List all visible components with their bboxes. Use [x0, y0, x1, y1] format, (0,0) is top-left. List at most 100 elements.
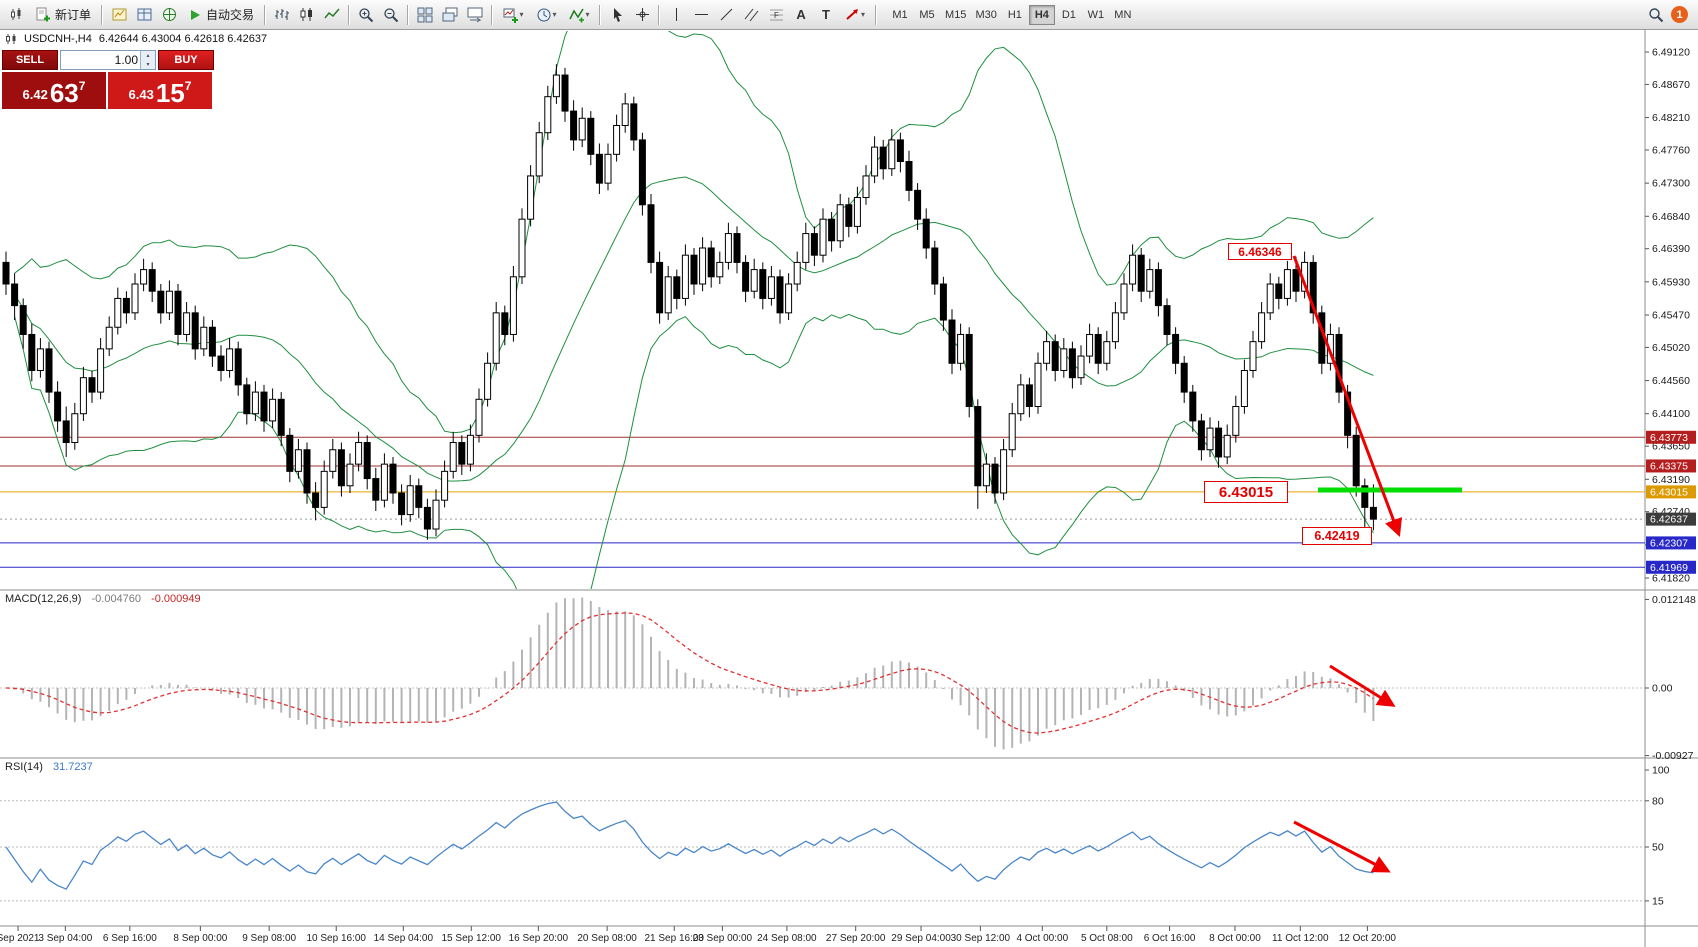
svg-text:6.43190: 6.43190 — [1652, 474, 1690, 486]
timeframe-h4-button[interactable]: H4 — [1028, 4, 1055, 25]
svg-text:6.48670: 6.48670 — [1652, 79, 1690, 91]
bar-chart-icon[interactable] — [270, 3, 294, 26]
svg-text:4 Oct 00:00: 4 Oct 00:00 — [1016, 933, 1068, 944]
indicators-icon[interactable]: ▾ — [563, 3, 595, 26]
bollinger-middle — [14, 176, 1374, 482]
arrows-tool-icon[interactable]: ▾ — [839, 3, 871, 26]
text-label-icon[interactable]: T — [814, 3, 838, 26]
timeframe-h1-button[interactable]: H1 — [1002, 5, 1028, 25]
svg-text:6.44560: 6.44560 — [1652, 375, 1690, 387]
search-icon[interactable] — [1644, 3, 1668, 26]
annotation-swing-high[interactable]: 6.46346 — [1228, 243, 1292, 260]
svg-text:6.44100: 6.44100 — [1652, 408, 1690, 420]
line-chart-icon[interactable] — [320, 3, 344, 26]
buy-price-panel[interactable]: 6.43 15 7 — [108, 72, 212, 109]
volume-increase-button[interactable]: ▴ — [141, 51, 155, 60]
zoom-out-icon[interactable] — [379, 3, 403, 26]
charts-toolbar-icon[interactable] — [4, 3, 28, 26]
chart-symbol-period: USDCNH-,H4 — [24, 33, 92, 45]
navigator-icon[interactable] — [157, 3, 181, 26]
rsi-value: 31.7237 — [52, 761, 93, 773]
svg-text:10 Sep 16:00: 10 Sep 16:00 — [306, 933, 366, 944]
volume-decrease-button[interactable]: ▾ — [141, 60, 155, 69]
buy-price-main: 6.43 — [128, 86, 154, 102]
fibonacci-icon[interactable]: F — [764, 3, 788, 26]
rsi-line — [5, 801, 1374, 890]
svg-text:6.48210: 6.48210 — [1652, 112, 1690, 124]
buy-price-point: 7 — [184, 79, 192, 93]
svg-text:30 Sep 12:00: 30 Sep 12:00 — [951, 933, 1011, 944]
autotrading-icon — [191, 9, 201, 20]
volume-field[interactable]: 1.00 ▴ ▾ — [60, 50, 156, 70]
volume-value[interactable]: 1.00 — [114, 53, 138, 67]
autotrading-button[interactable]: 自动交易 — [182, 3, 260, 26]
svg-text:8 Oct 00:00: 8 Oct 00:00 — [1209, 933, 1261, 944]
svg-text:12 Oct 20:00: 12 Oct 20:00 — [1339, 933, 1397, 944]
price-scale[interactable]: 6.49120 6.48670 6.48210 6.47760 6.47300 6.468… — [1645, 47, 1696, 585]
timeframe-m15-button[interactable]: M15 — [941, 5, 970, 25]
zoom-in-icon[interactable] — [354, 3, 378, 26]
macd-signal-value: -0.000949 — [151, 593, 201, 605]
market-watch-icon[interactable] — [107, 3, 131, 26]
arrange-windows-icon[interactable] — [463, 3, 487, 26]
rsi-scale[interactable]: 100 80 50 15 — [1645, 765, 1670, 908]
svg-text:100: 100 — [1652, 765, 1670, 777]
cursor-icon[interactable] — [605, 3, 629, 26]
svg-text:15 Sep 12:00: 15 Sep 12:00 — [442, 933, 502, 944]
svg-text:6 Sep 16:00: 6 Sep 16:00 — [103, 933, 157, 944]
svg-text:0.00: 0.00 — [1652, 683, 1673, 695]
rsi-layer — [0, 800, 1645, 902]
timeframe-m30-button[interactable]: M30 — [971, 5, 1000, 25]
toolbar-separator — [407, 4, 410, 25]
crosshair-icon[interactable] — [630, 3, 654, 26]
svg-text:-0.00927: -0.00927 — [1652, 750, 1694, 762]
timeframe-w1-button[interactable]: W1 — [1083, 5, 1109, 25]
timeframe-d1-button[interactable]: D1 — [1056, 5, 1082, 25]
svg-text:23 Sep 00:00: 23 Sep 00:00 — [693, 933, 753, 944]
bollinger-upper — [14, 31, 1374, 434]
toolbar-separator — [348, 4, 351, 25]
cascade-windows-icon[interactable] — [438, 3, 462, 26]
svg-text:24 Sep 08:00: 24 Sep 08:00 — [757, 933, 817, 944]
macd-scale[interactable]: 0.012148 0.00 -0.00927 — [1645, 594, 1696, 762]
annotation-support-price[interactable]: 6.43015 — [1204, 481, 1288, 503]
svg-text:0.012148: 0.012148 — [1652, 594, 1696, 606]
new-order-icon — [36, 7, 50, 21]
buy-button[interactable]: BUY — [158, 50, 214, 70]
timeframe-mn-button[interactable]: MN — [1110, 5, 1136, 25]
timeframe-m1-button[interactable]: M1 — [887, 5, 913, 25]
rsi-down-arrow — [1293, 820, 1391, 873]
svg-text:50: 50 — [1652, 842, 1664, 854]
tile-windows-icon[interactable] — [413, 3, 437, 26]
text-icon[interactable]: A — [789, 3, 813, 26]
annotation-swing-low[interactable]: 6.42419 — [1302, 527, 1372, 545]
new-order-button[interactable]: 新订单 — [29, 3, 97, 26]
svg-text:6.46390: 6.46390 — [1652, 243, 1690, 255]
svg-text:5 Oct 08:00: 5 Oct 08:00 — [1081, 933, 1133, 944]
data-window-icon[interactable] — [132, 3, 156, 26]
notification-badge[interactable]: 1 — [1671, 6, 1688, 23]
equidistant-channel-icon[interactable] — [739, 3, 763, 26]
sell-button[interactable]: SELL — [2, 50, 58, 70]
candlestick-chart-icon[interactable] — [295, 3, 319, 26]
chart-icon — [6, 34, 16, 44]
svg-text:6.42307: 6.42307 — [1650, 537, 1688, 549]
chevron-down-icon: ▾ — [861, 10, 866, 19]
svg-text:16 Sep 20:00: 16 Sep 20:00 — [509, 933, 569, 944]
horizontal-line-icon[interactable] — [689, 3, 713, 26]
new-chart-icon[interactable]: ▾ — [497, 3, 529, 26]
timeframe-m5-button[interactable]: M5 — [914, 5, 940, 25]
svg-text:Sep 2021: Sep 2021 — [0, 933, 40, 944]
trendline-icon[interactable] — [714, 3, 738, 26]
svg-text:6.47760: 6.47760 — [1652, 144, 1690, 156]
svg-text:14 Sep 04:00: 14 Sep 04:00 — [374, 933, 434, 944]
toolbar-separator — [658, 4, 661, 25]
vertical-line-icon[interactable] — [664, 3, 688, 26]
svg-text:3 Sep 04:00: 3 Sep 04:00 — [38, 933, 92, 944]
sell-price-panel[interactable]: 6.42 63 7 — [2, 72, 106, 109]
rsi-indicator-header: RSI(14) 31.7237 — [5, 761, 93, 773]
chart-period-icon[interactable]: ▾ — [530, 3, 562, 26]
drawing-objects[interactable] — [1292, 255, 1462, 873]
